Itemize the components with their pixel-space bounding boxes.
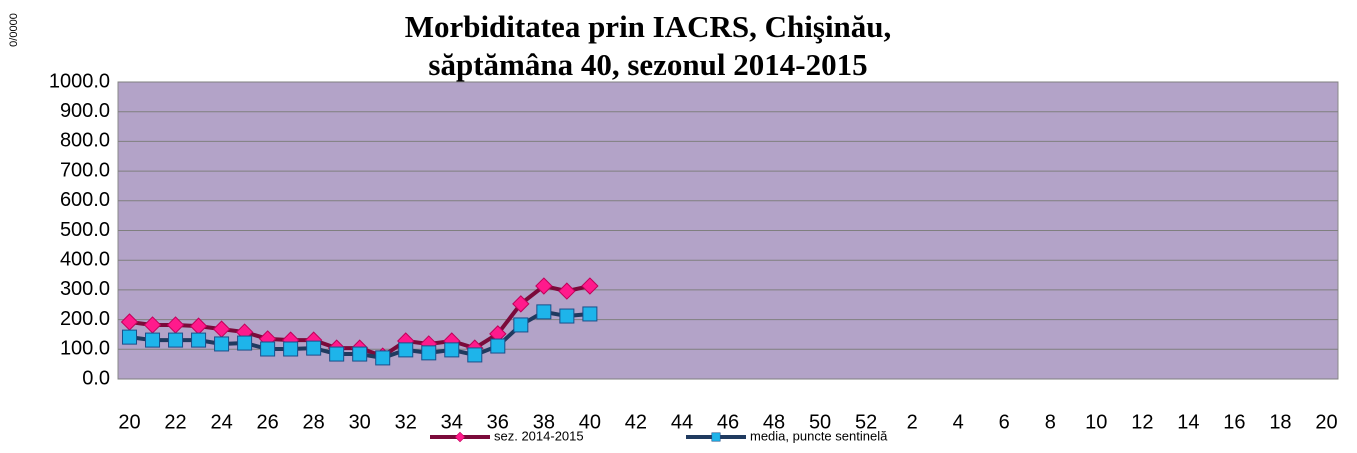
data-point xyxy=(535,277,553,295)
x-tick-label: 14 xyxy=(1177,411,1199,433)
data-point xyxy=(582,306,598,322)
x-tick-label: 48 xyxy=(763,411,785,433)
y-tick-label: 0.0 xyxy=(82,367,110,389)
x-tick-label: 32 xyxy=(395,411,417,433)
data-point xyxy=(421,345,437,361)
x-tick-label: 26 xyxy=(256,411,278,433)
x-tick-label: 2 xyxy=(907,411,918,433)
data-point xyxy=(352,346,368,362)
y-tick-label: 100.0 xyxy=(60,338,110,360)
chart-title: săptămâna 40, sezonul 2014-2015 xyxy=(428,47,867,82)
x-tick-label: 20 xyxy=(118,411,140,433)
data-point xyxy=(513,317,529,333)
data-point xyxy=(260,341,276,357)
x-tick-label: 50 xyxy=(809,411,831,433)
x-tick-label: 4 xyxy=(953,411,964,433)
data-point xyxy=(444,342,460,358)
data-point xyxy=(581,277,599,295)
data-point xyxy=(558,282,576,300)
data-point xyxy=(536,304,552,320)
legend-marker xyxy=(454,431,466,443)
legend-marker xyxy=(711,432,721,442)
y-tick-label: 600.0 xyxy=(60,189,110,211)
x-tick-label: 12 xyxy=(1131,411,1153,433)
y-tick-label: 400.0 xyxy=(60,248,110,270)
x-tick-label: 42 xyxy=(625,411,647,433)
data-point xyxy=(467,347,483,363)
x-tick-label: 46 xyxy=(717,411,739,433)
y-tick-label: 900.0 xyxy=(60,100,110,122)
x-tick-label: 34 xyxy=(441,411,463,433)
data-point xyxy=(214,336,230,352)
y-tick-label: 700.0 xyxy=(60,159,110,181)
x-tick-label: 20 xyxy=(1315,411,1337,433)
data-point xyxy=(237,335,253,351)
x-tick-label: 6 xyxy=(999,411,1010,433)
data-point xyxy=(306,340,322,356)
x-tick-label: 38 xyxy=(533,411,555,433)
data-point xyxy=(329,346,345,362)
y-tick-label: 500.0 xyxy=(60,219,110,241)
data-point xyxy=(375,350,391,366)
data-point xyxy=(398,342,414,358)
x-tick-label: 52 xyxy=(855,411,877,433)
data-point xyxy=(512,295,530,313)
data-point xyxy=(168,332,184,348)
x-tick-label: 28 xyxy=(303,411,325,433)
chart-title: Morbiditatea prin IACRS, Chişinău, xyxy=(405,9,892,44)
x-tick-label: 22 xyxy=(164,411,186,433)
data-point xyxy=(559,308,575,324)
data-point xyxy=(145,332,161,348)
x-tick-label: 30 xyxy=(349,411,371,433)
data-point xyxy=(283,341,299,357)
data-point xyxy=(490,338,506,354)
x-tick-label: 24 xyxy=(210,411,232,433)
x-tick-label: 36 xyxy=(487,411,509,433)
x-tick-label: 40 xyxy=(579,411,601,433)
legend-label: sez. 2014-2015 xyxy=(494,428,584,443)
y-tick-label: 300.0 xyxy=(60,278,110,300)
data-point xyxy=(122,329,138,345)
y-tick-label: 1000.0 xyxy=(49,70,110,92)
x-tick-label: 10 xyxy=(1085,411,1107,433)
x-tick-label: 16 xyxy=(1223,411,1245,433)
legend-label: media, puncte sentinelă xyxy=(750,428,888,443)
x-tick-label: 44 xyxy=(671,411,693,433)
y-axis-label: 0/0000 xyxy=(8,13,20,47)
y-tick-label: 200.0 xyxy=(60,308,110,330)
y-tick-label: 800.0 xyxy=(60,130,110,152)
x-tick-label: 8 xyxy=(1045,411,1056,433)
x-tick-label: 18 xyxy=(1269,411,1291,433)
data-point xyxy=(191,332,207,348)
